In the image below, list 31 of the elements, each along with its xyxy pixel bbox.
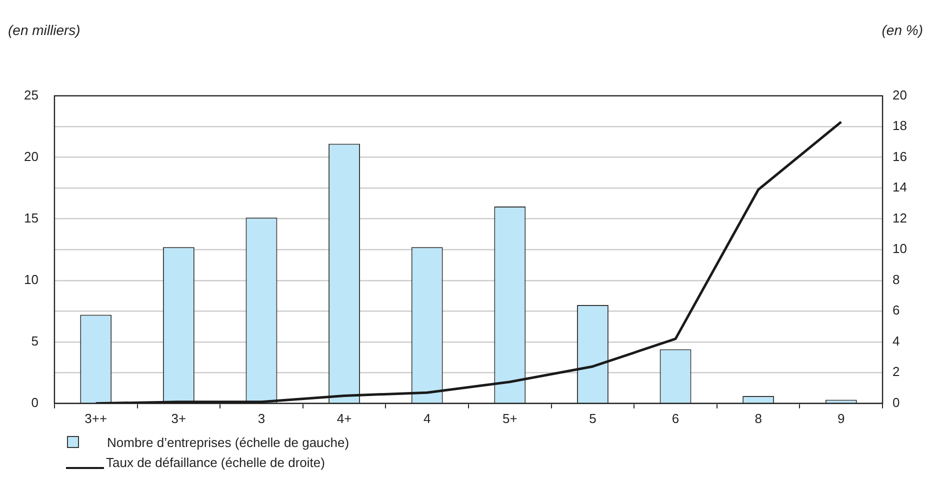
x-tick-label: 3: [258, 410, 266, 426]
legend-label: Nombre d’entreprises (échelle de gauche): [107, 434, 350, 450]
y2-tick-label: 16: [892, 148, 908, 164]
x-tick-label: 9: [838, 410, 845, 426]
y2-tick-label: 18: [892, 118, 908, 134]
y-tick-label: 20: [24, 148, 38, 164]
y2-tick-label: 20: [892, 87, 908, 102]
y2-tick-label: 8: [892, 272, 900, 287]
y-tick-label: 25: [24, 87, 38, 102]
y-tick-label: 15: [24, 210, 38, 226]
y2-tick-label: 10: [892, 241, 908, 256]
x-tick-label: 5: [589, 410, 596, 426]
y2-tick-label: 4: [892, 333, 900, 348]
legend-label: Taux de défaillance (échelle de droite): [106, 454, 325, 470]
y2-axis-title: (en %): [882, 22, 923, 38]
x-tick-label: 3+: [171, 410, 186, 426]
y-tick-label: 10: [24, 272, 38, 287]
x-tick-label: 4+: [336, 410, 352, 426]
x-tick-label: 3++: [84, 410, 108, 426]
x-tick-label: 6: [672, 410, 680, 426]
x-tick-label: 8: [754, 410, 762, 426]
y-axis-title: (en milliers): [8, 22, 80, 38]
y-tick-label: 0: [31, 394, 38, 410]
y2-tick-label: 2: [892, 364, 900, 380]
y2-tick-label: 14: [892, 180, 908, 195]
y-tick-label: 5: [31, 333, 38, 348]
x-tick-label: 5+: [502, 410, 518, 426]
x-tick-label: 4: [423, 410, 431, 426]
y2-tick-label: 12: [892, 210, 908, 226]
y2-tick-label: 6: [892, 302, 900, 318]
y2-tick-label: 0: [892, 394, 900, 410]
